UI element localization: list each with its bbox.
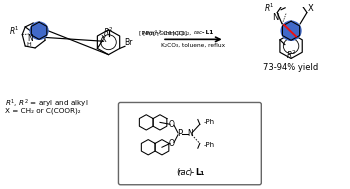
Text: L: L: [195, 168, 201, 177]
Text: -Ph: -Ph: [204, 119, 215, 125]
Text: X: X: [101, 35, 106, 44]
Text: N: N: [27, 34, 33, 43]
Text: O: O: [169, 120, 175, 129]
Text: O: O: [169, 139, 175, 148]
Text: N: N: [272, 13, 278, 22]
Circle shape: [281, 21, 301, 40]
Text: )-: )-: [189, 168, 195, 177]
Text: $R^1$, $R^2$ = aryl and alkyl: $R^1$, $R^2$ = aryl and alkyl: [5, 97, 89, 110]
Text: rac: rac: [193, 30, 203, 35]
FancyBboxPatch shape: [118, 102, 261, 185]
Text: X: X: [308, 4, 314, 13]
Text: K₂CO₃, toluene, reflux: K₂CO₃, toluene, reflux: [161, 43, 225, 48]
Text: 73-94% yield: 73-94% yield: [264, 63, 319, 72]
Text: $R^2$: $R^2$: [286, 48, 297, 61]
Text: $R^2$: $R^2$: [103, 26, 114, 38]
Text: Br: Br: [124, 38, 132, 47]
Text: $R^1$: $R^1$: [9, 25, 20, 37]
Text: (: (: [176, 168, 180, 177]
Text: rac: rac: [177, 168, 190, 177]
Text: - L1: - L1: [202, 30, 213, 35]
Text: P: P: [177, 129, 182, 138]
Text: -Ph: -Ph: [204, 142, 215, 148]
Text: H: H: [27, 42, 32, 47]
Text: $R^1$: $R^1$: [264, 2, 275, 14]
Text: [Pd(η³-C₃H₅)Cl]₂,: [Pd(η³-C₃H₅)Cl]₂,: [139, 30, 189, 36]
Text: X = CH₂ or C(COOR)₂: X = CH₂ or C(COOR)₂: [5, 108, 81, 114]
Text: [Pd(η³-C₃H₅)Cl]₂,: [Pd(η³-C₃H₅)Cl]₂,: [144, 30, 193, 36]
Text: 1: 1: [199, 171, 204, 176]
Circle shape: [30, 22, 48, 39]
Text: N: N: [187, 129, 193, 138]
